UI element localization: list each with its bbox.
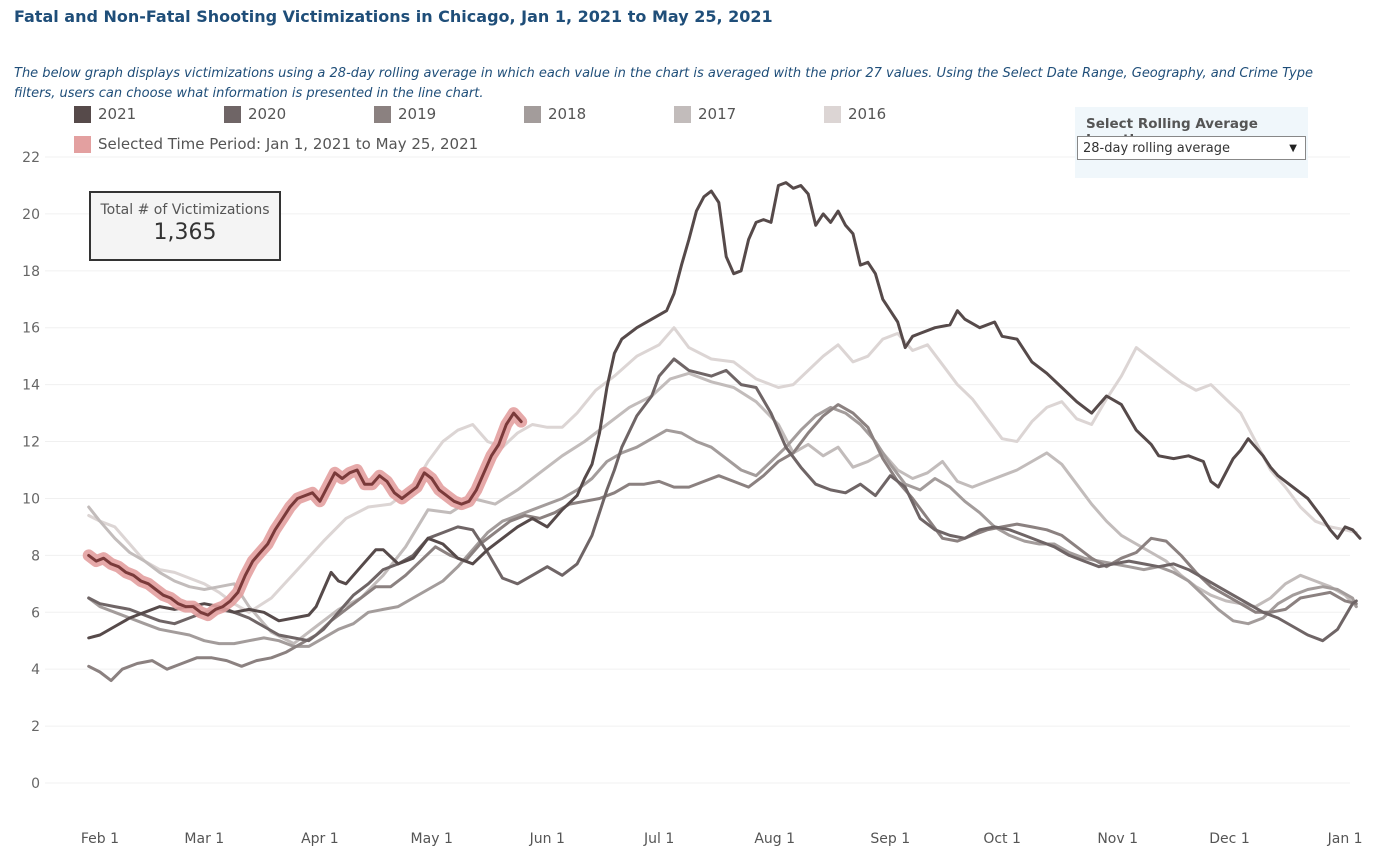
y-tick-label: 0 [31,776,40,792]
legend-label: 2016 [848,105,887,123]
x-tick-label: Sep 1 [870,831,910,847]
legend-swatch [74,135,91,153]
legend-item-2019[interactable]: 2019 [374,105,436,123]
selected-period-highlight [82,407,528,622]
selected-period-line [87,411,523,617]
chevron-down-icon: ▼ [1289,143,1297,154]
legend-item-2021[interactable]: 2021 [74,105,136,123]
x-tick-label: Feb 1 [81,831,119,847]
x-tick-label: May 1 [411,831,453,847]
series-line-2019 [87,403,1358,683]
x-tick-label: Apr 1 [301,831,339,847]
chart-description: The below graph displays victimizations … [14,66,1313,101]
legend-label: 2018 [548,105,587,123]
series-line-2017 [87,371,1358,646]
legend-swatch [674,105,691,123]
total-value: 1,365 [153,220,217,245]
legend-item-selected-period[interactable]: Selected Time Period: Jan 1, 2021 to May… [74,135,478,153]
legend-swatch [524,105,541,123]
legend-item-2018[interactable]: 2018 [524,105,586,123]
total-label: Total # of Victimizations [100,202,270,218]
y-tick-label: 12 [22,435,40,451]
legend-item-2017[interactable]: 2017 [674,105,736,123]
y-tick-label: 4 [31,662,40,678]
rolling-average-value: 28-day rolling average [1083,141,1230,156]
total-victimizations-card: Total # of Victimizations 1,365 [89,191,281,261]
legend-swatch [74,105,91,123]
legend-label: 2021 [98,105,137,123]
legend-label: 2020 [248,105,287,123]
y-tick-label: 8 [31,548,40,564]
y-tick-label: 2 [31,719,40,735]
x-tick-label: Jul 1 [643,831,674,847]
x-tick-label: Jun 1 [529,831,565,847]
y-tick-label: 6 [31,605,40,621]
y-tick-label: 10 [22,491,40,507]
legend-item-2016[interactable]: 2016 [824,105,886,123]
rolling-average-select[interactable]: 28-day rolling average ▼ [1077,136,1306,160]
x-tick-label: Jan 1 [1327,831,1363,847]
page-title: Fatal and Non-Fatal Shooting Victimizati… [14,7,773,26]
legend-label: 2017 [698,105,737,123]
legend-swatch [824,105,841,123]
x-tick-label: Mar 1 [184,831,224,847]
y-tick-label: 14 [22,378,40,394]
y-tick-label: 22 [22,150,40,166]
series-line-2016 [87,326,1358,614]
rolling-average-control: Select Rolling Average Length 28-day rol… [1075,107,1308,178]
legend-label: Selected Time Period: Jan 1, 2021 to May… [98,135,479,153]
y-tick-label: 20 [22,207,40,223]
legend-item-2020[interactable]: 2020 [224,105,286,123]
x-tick-label: Oct 1 [983,831,1021,847]
legend-swatch [224,105,241,123]
x-tick-label: Nov 1 [1097,831,1138,847]
series-line-2021 [87,181,1362,640]
y-tick-label: 16 [22,321,40,337]
y-tick-label: 18 [22,264,40,280]
series-line-2020 [87,357,1358,643]
x-tick-label: Aug 1 [754,831,795,847]
x-tick-label: Dec 1 [1209,831,1249,847]
legend-label: 2019 [398,105,437,123]
legend-swatch [374,105,391,123]
